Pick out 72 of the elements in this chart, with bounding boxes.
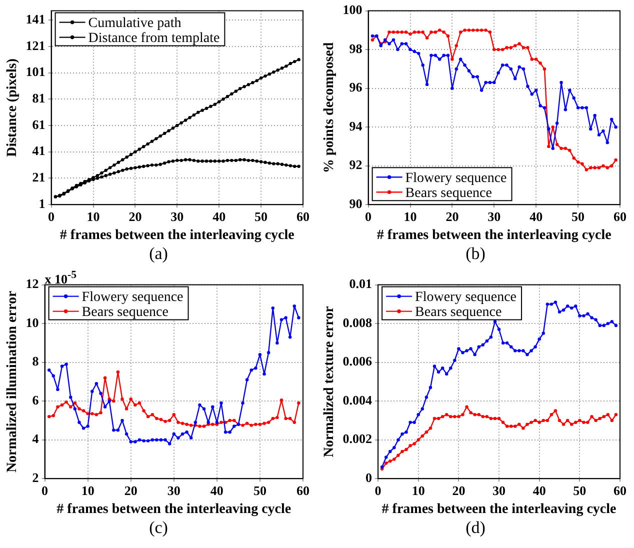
x-tick-label: 40 (530, 208, 543, 224)
y-axis-title: Normalized texture error (322, 306, 338, 458)
legend-label: Bears sequence (405, 186, 492, 201)
x-tick-label: 60 (614, 482, 626, 498)
x-tick-label: 40 (210, 482, 224, 498)
legend-label: Distance from template (88, 30, 220, 46)
y-axis-title: Distance (pixels) (5, 58, 20, 157)
text: (a) (148, 244, 169, 264)
y-tick-label: 0.004 (342, 392, 373, 408)
y-tick-label: 81 (32, 90, 46, 106)
x-axis-title: # frames between the interleaving cycle (60, 228, 294, 244)
x-tick-label: 20 (446, 208, 459, 224)
x-axis-title: # frames between the interleaving cycle (382, 502, 616, 518)
legend-label: Bears sequence (82, 304, 168, 320)
y-tick-label: 96 (349, 80, 363, 95)
y-tick-label: 6 (32, 392, 40, 408)
x-tick-label: 20 (124, 482, 138, 498)
y-tick-label: 0.006 (342, 354, 373, 369)
x-tick-label: 10 (404, 208, 417, 224)
y-tick-label: 4 (32, 431, 40, 446)
x-tick-label: 40 (212, 208, 226, 224)
y-tick-label: 0.008 (342, 314, 373, 330)
x-tick-label: 60 (296, 208, 310, 224)
y-tick-label: 1 (38, 196, 46, 211)
y-tick-label: 92 (349, 157, 362, 172)
x-tick-label: 20 (128, 208, 142, 224)
y-tick-label: 8 (32, 354, 40, 369)
y-tick-label: 10 (26, 314, 39, 330)
x-tick-label: 50 (573, 482, 586, 498)
x-tick-label: 10 (412, 482, 425, 498)
y-axis-title: Normalized illumination error (5, 290, 20, 473)
y-tick-label: 121 (26, 38, 46, 53)
legend-label: Bears sequence (415, 304, 502, 320)
text: (d) (464, 518, 486, 538)
y-tick-label: 100 (342, 2, 362, 18)
y-tick-label: 2 (32, 470, 39, 485)
x-axis-title: # frames between the interleaving cycle (376, 228, 612, 244)
y-tick-label: 0 (366, 470, 372, 485)
x-tick-label: 30 (492, 482, 506, 498)
y-tick-label: 12 (26, 276, 39, 292)
text: (b) (464, 244, 486, 264)
legend-label: Flowery sequence (82, 290, 184, 305)
x-tick-label: 60 (614, 208, 626, 224)
x-tick-label: 10 (81, 482, 94, 498)
y-tick-label: 0.002 (342, 431, 372, 446)
x-tick-label: 60 (296, 482, 310, 498)
x-tick-label: 30 (170, 208, 184, 224)
x-tick-label: 0 (48, 208, 55, 224)
x-tick-label: 50 (572, 208, 585, 224)
y-tick-label: 61 (32, 116, 46, 132)
x-tick-label: 30 (488, 208, 501, 224)
y-tick-label: 94 (349, 118, 363, 134)
y-tick-label: 41 (32, 143, 46, 158)
x-tick-label: 50 (253, 482, 266, 498)
y-tick-label: 101 (26, 64, 46, 80)
legend-label: Flowery sequence (415, 290, 517, 305)
x-tick-label: 20 (452, 482, 466, 498)
y-tick-label: 90 (349, 196, 362, 211)
x-tick-label: 50 (254, 208, 268, 224)
x-tick-label: 10 (86, 208, 100, 224)
annotation: x 10$^{-5}$ (44, 268, 77, 288)
y-tick-label: 98 (349, 40, 363, 56)
y-tick-label: 141 (26, 11, 46, 26)
y-tick-label: 0.01 (349, 276, 372, 292)
x-axis-title: # frames between the interleaving cycle (56, 502, 292, 518)
legend-label: Cumulative path (88, 16, 182, 31)
y-axis-title: % points decomposed (322, 42, 338, 174)
text: (c) (148, 518, 169, 538)
x-tick-label: 40 (532, 482, 546, 498)
legend-label: Flowery sequence (405, 170, 507, 186)
x-tick-label: 30 (167, 482, 180, 498)
y-tick-label: 21 (32, 170, 46, 185)
